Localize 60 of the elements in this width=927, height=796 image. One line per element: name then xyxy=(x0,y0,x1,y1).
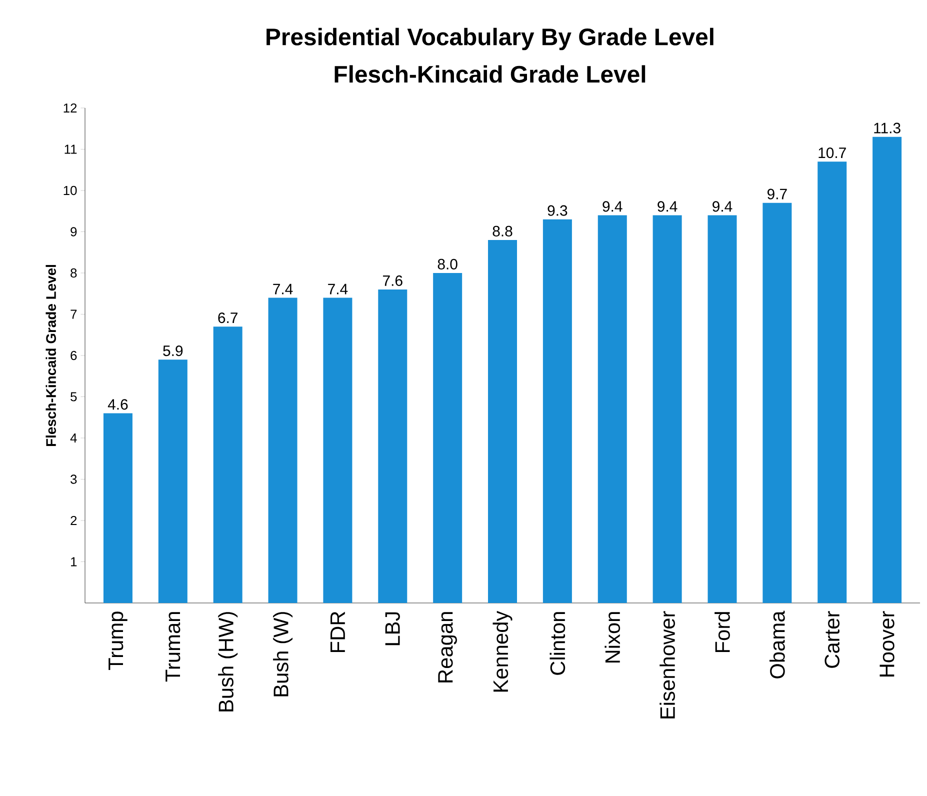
bar xyxy=(488,240,518,603)
bar xyxy=(598,215,627,603)
bar xyxy=(433,272,462,603)
bar xyxy=(268,298,298,603)
chart-title: Presidential Vocabulary By Grade Level xyxy=(266,28,714,50)
x-tick-label: Hoover xyxy=(880,611,894,676)
data-label: 5.9 xyxy=(163,346,183,356)
x-tick-label: Eisenhower xyxy=(660,611,675,718)
data-label: 4.6 xyxy=(108,399,128,410)
data-label: 7.4 xyxy=(273,284,293,294)
y-tick-label: 1 xyxy=(71,557,77,566)
bar xyxy=(762,202,792,603)
y-tick-label: 4 xyxy=(70,434,77,442)
x-tick-label: Nixon xyxy=(604,612,620,663)
x-tick-label: Trump xyxy=(108,612,128,670)
bar xyxy=(818,162,847,603)
x-tick-label: Reagan xyxy=(438,612,457,682)
data-label: 9.3 xyxy=(548,205,568,216)
bar xyxy=(378,289,408,603)
chart-subtitle: Flesch-Kincaid Grade Level xyxy=(334,65,646,83)
x-tick-label: Bush (W) xyxy=(273,612,293,696)
y-tick-label: 12 xyxy=(64,103,77,113)
data-label: 9.4 xyxy=(602,201,622,212)
bar xyxy=(708,215,737,603)
x-tick-label: FDR xyxy=(330,612,345,652)
y-axis-title: Flesch-Kincaid Grade Level xyxy=(46,265,56,446)
y-tick-label: 6 xyxy=(70,350,77,360)
bar xyxy=(542,219,572,603)
x-tick-label: Bush (HW) xyxy=(218,612,238,712)
x-tick-label: LBJ xyxy=(385,612,400,646)
x-tick-label: Kennedy xyxy=(492,610,512,692)
y-tick-label: 9 xyxy=(70,227,77,236)
y-tick-label: 3 xyxy=(70,474,77,484)
y-tick-label: 8 xyxy=(70,268,77,278)
bar xyxy=(652,215,682,603)
data-label: 7.4 xyxy=(328,284,348,294)
x-tick-label: Carter xyxy=(824,611,840,668)
y-tick-label: 5 xyxy=(70,392,77,402)
y-tick-label: 7 xyxy=(70,310,77,319)
data-label: 11.3 xyxy=(874,122,900,134)
bar xyxy=(103,413,132,603)
bar xyxy=(158,360,188,603)
x-tick-label: Truman xyxy=(166,612,180,682)
x-tick-label: Obama xyxy=(770,610,785,678)
data-label: 9.4 xyxy=(658,201,678,212)
bar xyxy=(323,298,352,603)
y-tick-label: 11 xyxy=(64,144,77,154)
data-label: 7.6 xyxy=(383,275,402,286)
x-tick-label: Clinton xyxy=(550,612,566,675)
data-label: 8.0 xyxy=(438,258,458,270)
data-label: 10.7 xyxy=(818,148,846,158)
bar xyxy=(213,326,242,603)
x-tick-label: Ford xyxy=(714,612,730,652)
y-tick-label: 2 xyxy=(70,516,77,526)
data-label: 8.8 xyxy=(492,226,512,236)
data-label: 6.7 xyxy=(218,312,238,324)
data-label: 9.4 xyxy=(712,201,732,212)
data-label: 9.7 xyxy=(768,188,787,200)
bar xyxy=(872,136,902,603)
y-tick-label: 10 xyxy=(64,186,77,196)
